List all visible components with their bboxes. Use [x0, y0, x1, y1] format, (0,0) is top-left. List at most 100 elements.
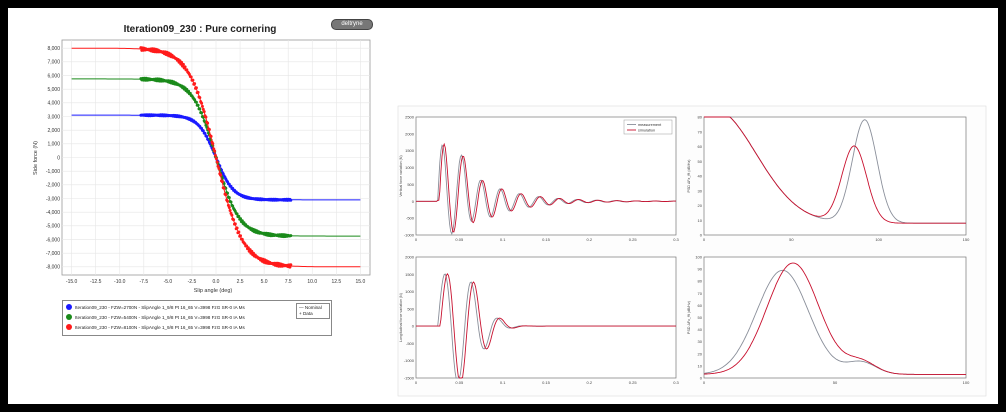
y-tick-label: 40 — [698, 174, 703, 179]
subplot-frame — [703, 256, 967, 379]
y-tick-label: 5,000 — [47, 87, 60, 93]
y-tick-label: 0 — [412, 324, 415, 329]
data-point — [194, 86, 198, 90]
y-tick-label: 7,000 — [47, 60, 60, 66]
y-tick-label: -500 — [406, 216, 415, 221]
y-axis-label: Vertical force variation (N) — [399, 155, 403, 196]
y-tick-label: 80 — [698, 279, 703, 284]
y-tick-label: -2,000 — [46, 183, 60, 189]
data-point — [288, 265, 292, 269]
data-point — [213, 153, 217, 157]
x-tick-label: -12.5 — [90, 279, 102, 285]
data-point — [215, 160, 219, 164]
data-point — [235, 212, 239, 216]
data-point — [181, 62, 185, 66]
x-tick-label: 0.25 — [629, 380, 638, 385]
y-tick-label: -1500 — [404, 376, 415, 381]
y-tick-label: 20 — [698, 203, 703, 208]
data-point — [196, 90, 200, 94]
data-point — [219, 173, 223, 177]
data-point — [206, 121, 210, 125]
y-tick-label: -1000 — [404, 358, 415, 363]
y-tick-label: 2000 — [405, 131, 415, 136]
data-point — [201, 129, 205, 133]
data-point — [189, 75, 193, 79]
legend-entry: Iteration09_230 - FZW=5400N - SlipAngle … — [66, 312, 328, 322]
data-point — [227, 206, 231, 209]
subplot-frame — [415, 256, 677, 379]
legend-entry: Iteration09_230 - FZW=8100N - SlipAngle … — [66, 322, 328, 332]
y-tick-label: 60 — [698, 144, 703, 149]
y-tick-label: 500 — [407, 306, 414, 311]
x-tick-label: 0.1 — [500, 380, 506, 385]
x-axis-label: Slip angle (deg) — [194, 288, 233, 294]
x-tick-label: 2.5 — [237, 279, 244, 285]
brand-badge[interactable]: deltryne — [331, 19, 373, 30]
data-point — [200, 104, 204, 108]
x-tick-label: 10.0 — [307, 279, 317, 285]
x-tick-label: 0.15 — [542, 237, 551, 242]
y-tick-label: 20 — [698, 351, 703, 356]
y-tick-label: 8,000 — [47, 46, 60, 52]
y-tick-label: -8,000 — [46, 265, 60, 271]
legend-swatch-blue — [66, 304, 72, 310]
x-tick-label: 0.1 — [500, 237, 506, 242]
data-point — [220, 180, 224, 184]
x-tick-label: -2.5 — [188, 279, 197, 285]
y-axis-label: Side force (N) — [33, 141, 39, 175]
y-tick-label: 90 — [698, 267, 703, 272]
x-tick-label: 0.2 — [587, 380, 593, 385]
y-tick-label: 0 — [700, 233, 703, 238]
y-tick-label: 3,000 — [47, 114, 60, 120]
data-point — [217, 167, 221, 170]
data-point — [198, 96, 202, 100]
data-point — [232, 218, 236, 222]
x-tick-label: 0.05 — [455, 237, 464, 242]
simulation-line — [703, 262, 966, 375]
data-point — [200, 101, 204, 105]
y-tick-label: -7,000 — [46, 251, 60, 257]
data-point — [183, 65, 187, 69]
y-tick-label: 0 — [57, 155, 60, 161]
y-tick-label: 2,000 — [47, 128, 60, 134]
data-point — [193, 82, 197, 86]
x-tick-label: -7.5 — [140, 279, 149, 285]
x-tick-label: 0.3 — [673, 380, 679, 385]
y-tick-label: 50 — [698, 315, 703, 320]
x-tick-label: 0.0 — [213, 279, 220, 285]
data-point — [194, 100, 198, 104]
data-point — [239, 234, 242, 238]
y-tick-label: -500 — [406, 341, 415, 346]
y-tick-label: 40 — [698, 327, 703, 332]
y-tick-label: 0 — [700, 376, 703, 381]
data-point — [224, 193, 228, 197]
y-tick-label: -1,000 — [46, 169, 60, 175]
data-point — [207, 128, 211, 131]
y-tick-label: 4,000 — [47, 101, 60, 107]
y-tick-label: 6,000 — [47, 73, 60, 79]
data-point — [196, 103, 200, 107]
y-axis-label: PSD ΔFx_fft (dB/Hz) — [687, 301, 691, 334]
data-point — [235, 226, 239, 230]
y-tick-label: 1000 — [405, 289, 415, 294]
data-point — [240, 219, 244, 223]
legend-nominal-label: Nominal — [304, 305, 322, 310]
legend-data: + Data — [299, 311, 313, 316]
data-point — [187, 89, 191, 93]
line-type-legend: — Nominal + Data — [296, 303, 330, 319]
y-tick-label: -5,000 — [46, 224, 60, 230]
legend-data-label: Data — [302, 311, 313, 316]
y-tick-label: 30 — [698, 339, 703, 344]
y-axis-label: Longitudinal force variation (N) — [399, 293, 403, 342]
x-tick-label: 0 — [703, 380, 706, 385]
x-tick-label: 0.25 — [629, 237, 638, 242]
y-tick-label: 70 — [698, 129, 703, 134]
legend-label: Iteration09_230 - FZW=2700N - SlipAngle … — [75, 304, 245, 310]
data-point — [226, 199, 229, 203]
series-legend: Iteration09_230 - FZW=2700N - SlipAngle … — [62, 300, 332, 336]
data-point — [289, 198, 293, 202]
y-tick-label: 30 — [698, 188, 703, 193]
y-tick-label: 50 — [698, 159, 703, 164]
data-point — [202, 110, 206, 114]
